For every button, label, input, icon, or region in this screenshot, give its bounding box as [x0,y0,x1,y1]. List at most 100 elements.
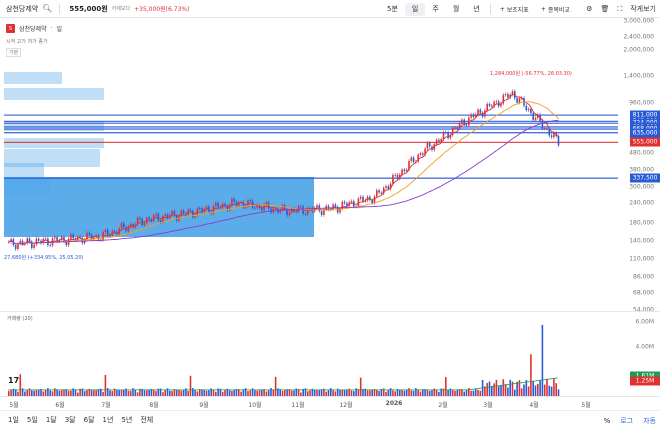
volume-bar[interactable] [215,391,217,396]
expand-icon[interactable]: ⛶ [617,4,623,13]
volume-bar[interactable] [203,389,206,396]
volume-bar[interactable] [175,389,178,396]
candle[interactable] [33,242,35,250]
volume-bar[interactable] [516,381,518,396]
volume-bar[interactable] [399,389,401,396]
candle[interactable] [169,213,171,220]
volume-bar[interactable] [359,377,362,396]
candle[interactable] [382,186,385,196]
volume-bar[interactable] [247,391,249,396]
candle[interactable] [14,243,17,251]
candle[interactable] [534,116,537,122]
volume-bar[interactable] [129,390,132,396]
volume-bar[interactable] [79,388,81,396]
volume-bar[interactable] [463,391,465,396]
candle[interactable] [242,200,245,210]
volume-bar[interactable] [284,389,286,396]
candle[interactable] [263,203,265,213]
volume-bar[interactable] [210,388,212,396]
candle[interactable] [267,200,270,211]
volume-bar[interactable] [54,388,56,396]
candle[interactable] [40,238,42,245]
volume-bar[interactable] [116,389,118,396]
volume-bar[interactable] [95,390,97,396]
volume-bar[interactable] [10,389,12,396]
candle[interactable] [194,213,196,220]
volume-bar[interactable] [93,390,95,396]
volume-bar[interactable] [339,389,341,396]
volume-bar[interactable] [307,391,309,396]
volume-bar[interactable] [60,389,63,396]
volume-bar[interactable] [86,390,88,396]
volume-bar[interactable] [332,390,334,396]
legend-chip[interactable]: 기본 [6,48,22,57]
candle[interactable] [173,209,176,218]
candle[interactable] [120,221,123,231]
volume-bar[interactable] [532,381,534,396]
volume-bar[interactable] [235,388,238,396]
candle[interactable] [226,204,229,213]
volume-bar[interactable] [500,384,502,396]
volume-bar[interactable] [139,388,141,396]
candle[interactable] [300,204,302,209]
candle[interactable] [389,181,392,191]
volume-bar[interactable] [470,390,472,396]
volume-bar[interactable] [297,389,300,396]
volume-bar[interactable] [509,379,511,396]
period-year[interactable]: 년 [473,5,480,13]
candle[interactable] [104,228,107,234]
volume-bar[interactable] [514,389,516,396]
trash-icon[interactable]: 🗑︎ [600,5,610,13]
volume-bar[interactable] [440,388,442,396]
candle[interactable] [254,205,256,210]
candle[interactable] [426,141,429,151]
volume-bar[interactable] [65,389,68,396]
volume-bar[interactable] [194,389,196,396]
volume-bar[interactable] [81,388,84,396]
indicator-button[interactable]: + 보조지표 [494,5,535,14]
candle[interactable] [403,167,406,173]
volume-bar[interactable] [422,389,424,396]
volume-bar[interactable] [539,380,541,396]
period-5min[interactable]: 5분 [387,5,398,13]
volume-bar[interactable] [461,389,463,396]
volume-bar[interactable] [385,391,387,396]
volume-bar[interactable] [233,389,235,396]
candle[interactable] [530,107,532,115]
volume-bar[interactable] [17,391,19,396]
volume-bar[interactable] [141,388,143,396]
volume-bar[interactable] [182,389,185,396]
candle[interactable] [198,206,201,210]
volume-bar[interactable] [113,388,116,396]
volume-bar[interactable] [104,374,107,396]
volume-bar[interactable] [249,390,252,396]
candle[interactable] [463,117,465,127]
volume-bar[interactable] [343,390,346,396]
candle[interactable] [157,211,160,223]
range-1m[interactable]: 1달 [45,416,57,424]
volume-bar[interactable] [348,388,350,396]
candle[interactable] [192,209,194,220]
volume-bar[interactable] [534,385,537,396]
candle[interactable] [238,200,240,208]
volume-bar[interactable] [504,384,507,396]
volume-bar[interactable] [419,391,422,396]
volume-bar[interactable] [51,391,54,396]
volume-bar[interactable] [42,391,45,396]
range-5y[interactable]: 5년 [121,416,133,424]
volume-bar[interactable] [502,379,505,396]
volume-bar[interactable] [373,389,376,396]
candle[interactable] [307,206,309,216]
volume-bar[interactable] [477,389,479,396]
candle[interactable] [224,201,226,208]
volume-bar[interactable] [486,383,488,396]
volume-bar[interactable] [40,389,42,396]
range-1y[interactable]: 1년 [102,416,114,424]
volume-bar[interactable] [334,391,337,396]
candle[interactable] [392,173,394,186]
volume-bar[interactable] [261,389,263,396]
candle[interactable] [497,99,500,109]
candle[interactable] [279,208,281,215]
volume-bar[interactable] [123,389,125,396]
